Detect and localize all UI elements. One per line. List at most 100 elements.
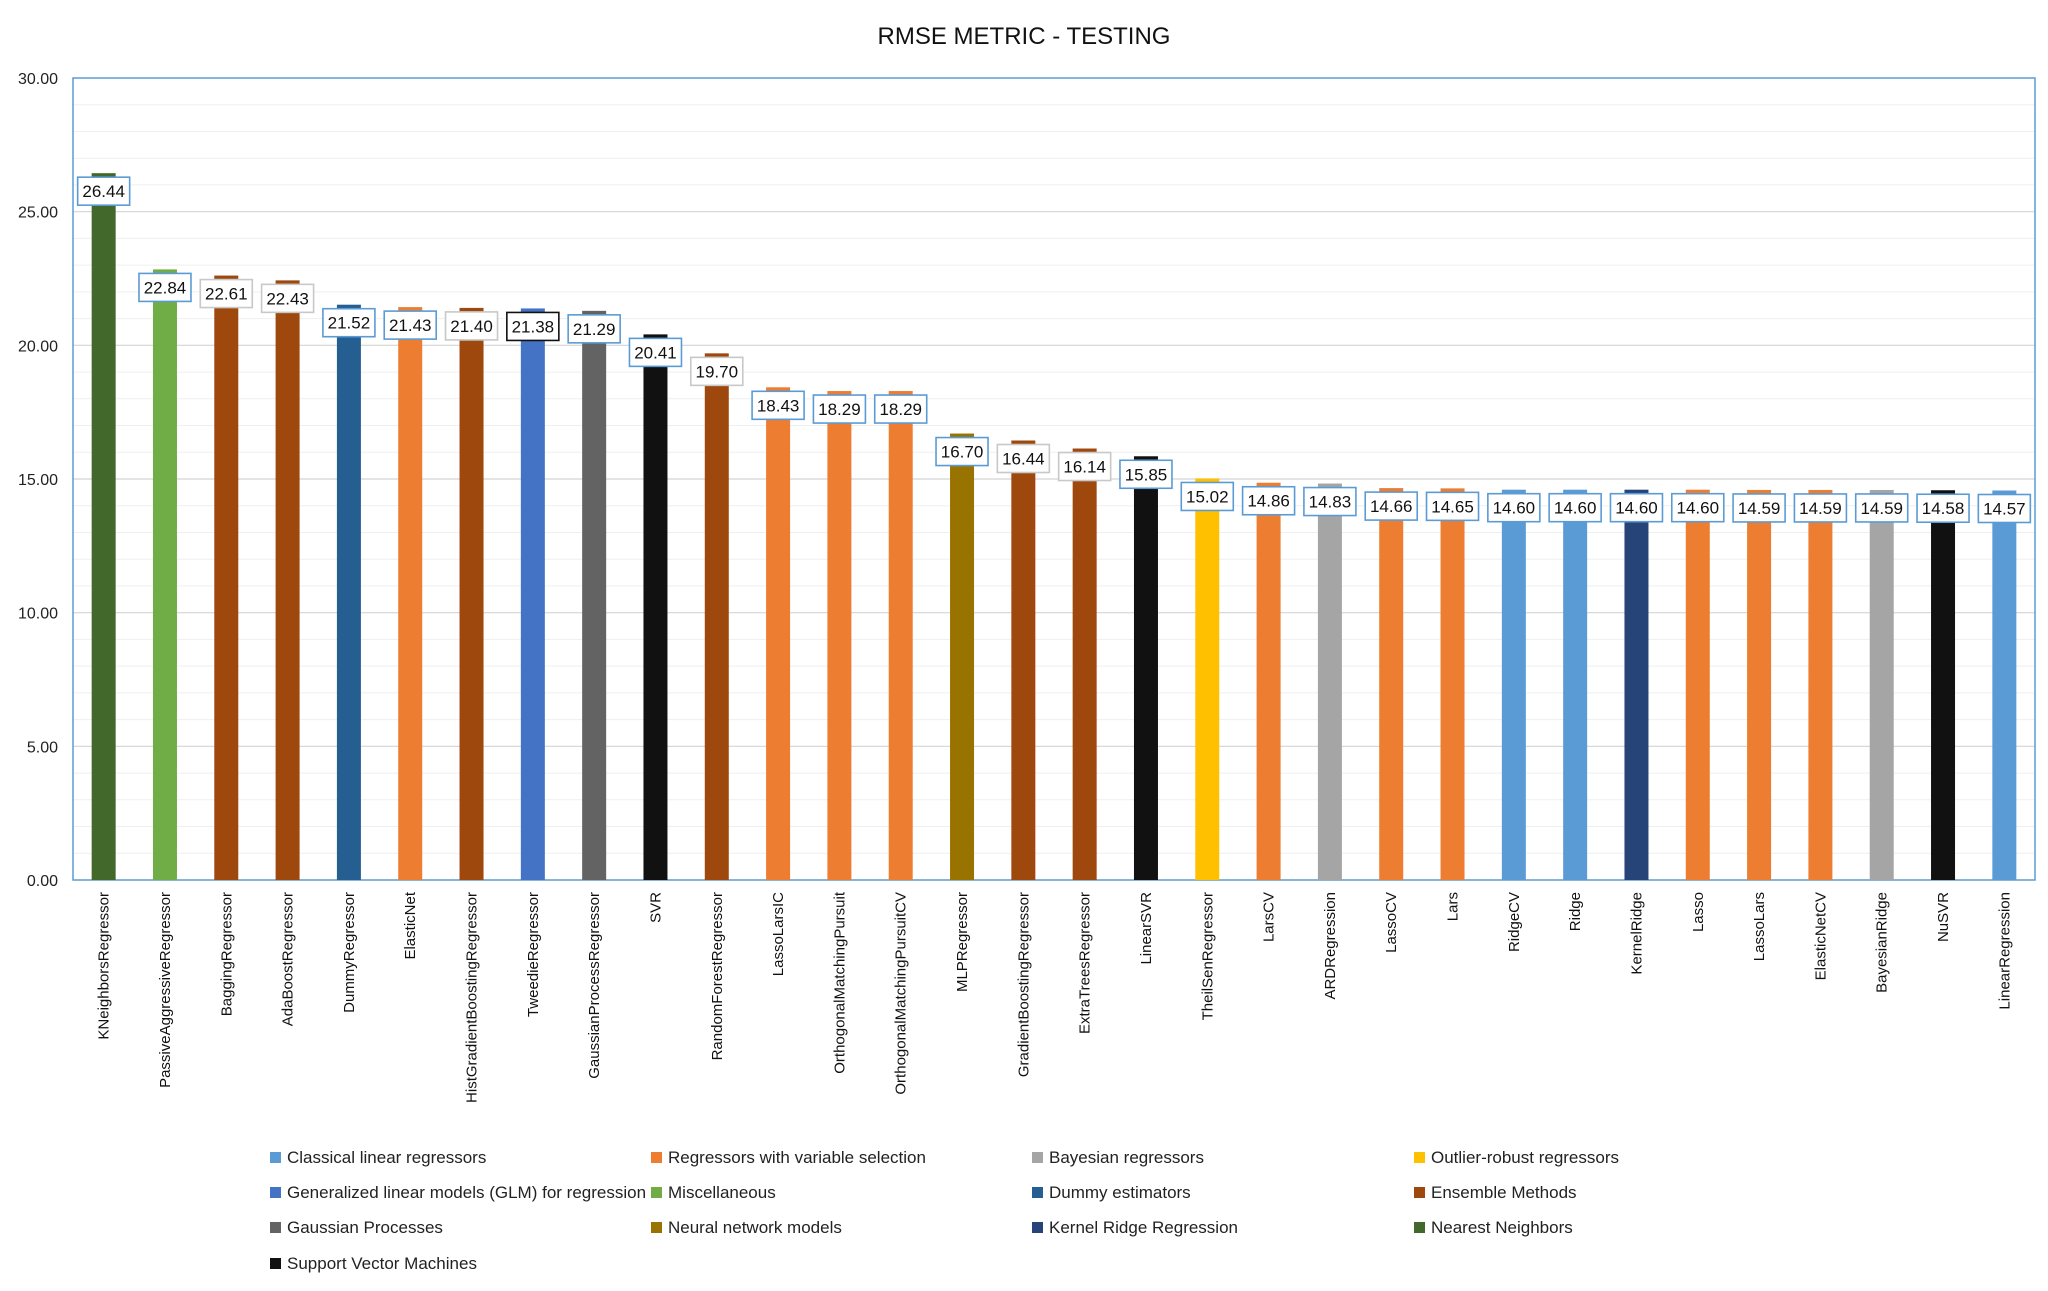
data-label: 15.85 <box>1125 465 1168 484</box>
data-label-box <box>1425 491 1480 522</box>
data-label-box <box>76 176 131 206</box>
legend-label: Dummy estimators <box>1049 1183 1191 1202</box>
bar <box>1011 440 1036 880</box>
data-label: 14.66 <box>1370 497 1413 516</box>
legend-swatch <box>1414 1152 1425 1163</box>
data-label-box <box>812 394 867 424</box>
bar <box>1869 489 1894 880</box>
category-label: ARDRegression <box>1322 892 1339 1000</box>
data-label: 14.83 <box>1309 493 1352 512</box>
legend-label: Miscellaneous <box>668 1183 776 1202</box>
data-label: 18.43 <box>757 396 800 415</box>
data-label: 19.70 <box>696 362 739 381</box>
category-label: ExtraTreesRegressor <box>1077 892 1094 1034</box>
category-label: ElasticNetCV <box>1812 892 1829 980</box>
data-label-box <box>1057 451 1112 482</box>
data-label: 22.84 <box>144 278 187 297</box>
legend-swatch <box>1414 1222 1425 1233</box>
legend-label: Gaussian Processes <box>287 1218 443 1237</box>
bar <box>520 308 545 880</box>
category-label: HistGradientBoostingRegressor <box>464 892 481 1103</box>
bar <box>1685 489 1710 880</box>
data-label: 14.65 <box>1431 497 1474 516</box>
data-label: 18.29 <box>879 400 922 419</box>
bar <box>1992 490 2017 880</box>
legend-swatch <box>270 1152 281 1163</box>
data-labels: 26.44 22.84 22.61 22.43 21.52 21.43 21.40 21.38… <box>76 176 2032 524</box>
y-tick-label: 25.00 <box>18 205 58 222</box>
data-label-box <box>1609 492 1664 523</box>
category-label: LassoLarsIC <box>770 892 787 976</box>
data-label-box <box>138 272 192 303</box>
category-label: ElasticNet <box>402 891 419 959</box>
y-tick-label: 20.00 <box>18 338 58 355</box>
data-label: 14.60 <box>1677 499 1720 518</box>
data-label: 14.57 <box>1983 499 2026 518</box>
category-label: LarsCV <box>1261 892 1278 942</box>
y-tick-label: 0.00 <box>27 873 58 890</box>
data-label: 14.60 <box>1493 499 1536 518</box>
data-label: 14.59 <box>1799 499 1842 518</box>
data-label: 14.86 <box>1247 492 1290 511</box>
bar <box>1195 478 1220 880</box>
bar <box>1256 482 1281 880</box>
data-label-box <box>1670 492 1725 523</box>
data-label-box <box>1303 486 1357 517</box>
bar <box>643 334 668 880</box>
bar <box>214 275 239 880</box>
bar <box>398 307 423 880</box>
data-label-box <box>1548 492 1602 523</box>
legend-swatch <box>1414 1187 1425 1198</box>
category-label: BayesianRidge <box>1874 892 1891 993</box>
data-label: 14.60 <box>1554 499 1597 518</box>
data-label-box <box>260 283 315 314</box>
data-label: 14.59 <box>1738 499 1781 518</box>
bar <box>1440 488 1465 880</box>
data-label-box <box>1180 481 1235 512</box>
data-label: 26.44 <box>82 182 125 201</box>
legend-swatch <box>270 1187 281 1198</box>
category-label: BaggingRegressor <box>218 892 235 1016</box>
category-label: GradientBoostingRegressor <box>1015 892 1032 1077</box>
category-label: RidgeCV <box>1506 892 1523 952</box>
bar <box>336 304 361 880</box>
legend-label: Bayesian regressors <box>1049 1148 1204 1167</box>
bar <box>1072 448 1097 880</box>
legend-swatch <box>651 1187 662 1198</box>
data-label: 16.70 <box>941 443 984 462</box>
category-label: AdaBoostRegressor <box>280 892 297 1026</box>
legend-swatch <box>1032 1152 1043 1163</box>
data-label-box <box>873 394 928 424</box>
bar <box>1379 488 1404 880</box>
data-label-box <box>567 314 621 344</box>
y-axis-ticks: 0.00 5.00 10.00 15.00 20.00 25.00 30.00 <box>18 71 58 890</box>
data-label-box <box>1916 493 1970 524</box>
data-label-box <box>444 311 499 341</box>
legend-swatch <box>651 1222 662 1233</box>
data-label: 21.38 <box>512 317 555 336</box>
data-label-box <box>1732 493 1786 523</box>
data-label: 21.29 <box>573 320 616 339</box>
legend-label: Generalized linear models (GLM) for regr… <box>287 1183 646 1202</box>
bar <box>1931 490 1956 880</box>
legend-label: Ensemble Methods <box>1431 1183 1577 1202</box>
data-label-box <box>506 311 560 342</box>
data-label: 14.58 <box>1922 499 1965 518</box>
y-tick-label: 15.00 <box>18 472 58 489</box>
category-label: Lars <box>1445 892 1462 921</box>
bar <box>1808 489 1833 880</box>
legend-label: Nearest Neighbors <box>1431 1218 1573 1237</box>
bar <box>91 173 116 881</box>
bar <box>582 310 607 881</box>
legend-label: Regressors with variable selection <box>668 1148 926 1167</box>
data-label-box <box>996 443 1051 474</box>
data-label-box <box>1241 485 1296 516</box>
legend-label: Support Vector Machines <box>287 1254 477 1273</box>
legend-swatch <box>651 1152 662 1163</box>
data-label: 22.61 <box>205 285 248 304</box>
bar <box>1563 489 1588 880</box>
category-label: LassoCV <box>1383 892 1400 953</box>
data-label: 21.52 <box>328 314 371 333</box>
category-label: KernelRidge <box>1628 892 1645 975</box>
